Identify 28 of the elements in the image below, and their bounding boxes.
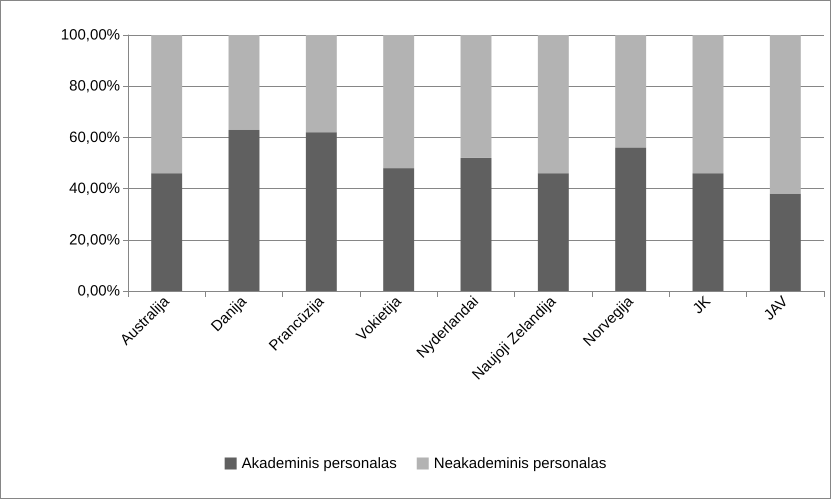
x-tick-label: JK bbox=[690, 292, 714, 318]
bar bbox=[151, 173, 182, 291]
bar bbox=[538, 35, 569, 174]
bar bbox=[383, 35, 414, 168]
legend-label: Akademinis personalas bbox=[242, 455, 397, 472]
y-tick-label: 0,00% bbox=[77, 282, 120, 300]
bar bbox=[692, 173, 724, 291]
bar bbox=[460, 158, 492, 291]
bar bbox=[306, 35, 337, 132]
y-tick-label: 80,00% bbox=[69, 78, 120, 95]
bar bbox=[770, 35, 801, 194]
x-tick-label: JAV bbox=[760, 292, 792, 324]
bar bbox=[151, 35, 182, 174]
y-tick-label: 100,00% bbox=[60, 26, 120, 44]
y-tick-label: 60,00% bbox=[69, 128, 120, 146]
y-tick-label: 20,00% bbox=[69, 231, 120, 248]
bar bbox=[228, 130, 260, 291]
y-tick-label: 40,00% bbox=[69, 180, 120, 198]
bar bbox=[615, 35, 646, 148]
legend-label: Neakademinis personalas bbox=[434, 455, 606, 472]
bar bbox=[692, 35, 724, 174]
bar bbox=[383, 168, 414, 291]
bar bbox=[615, 148, 646, 291]
bar bbox=[306, 132, 337, 291]
bar bbox=[538, 173, 569, 291]
bar bbox=[770, 194, 801, 291]
bar bbox=[228, 35, 260, 130]
bar bbox=[460, 35, 492, 158]
